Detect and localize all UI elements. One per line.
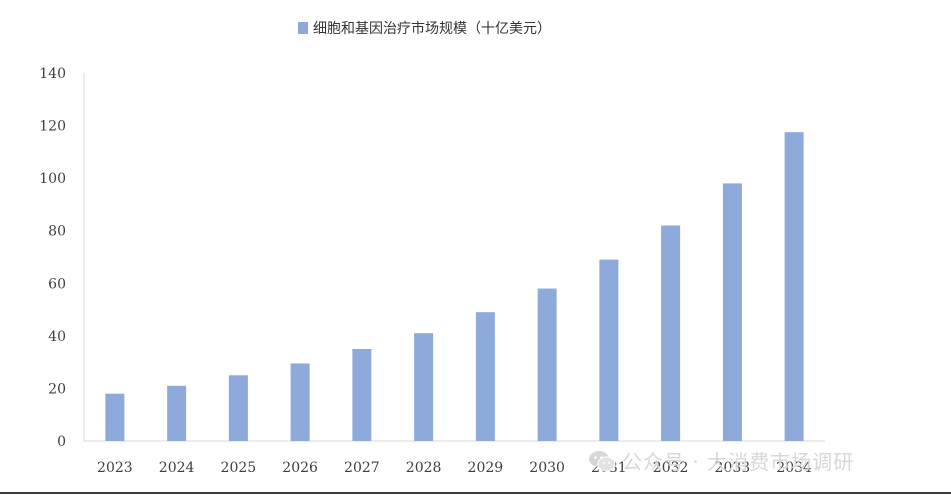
x-tick-label: 2028 — [406, 460, 442, 476]
bar-2029 — [475, 312, 495, 441]
bars-group — [105, 132, 804, 441]
watermark-text: 公众号 · 大消费市场调研 — [622, 450, 855, 474]
bar-2032 — [661, 225, 681, 441]
bar-2026 — [290, 363, 310, 441]
bar-2033 — [722, 183, 742, 441]
y-axis-tick-labels: 0 20 40 60 80 100 120 140 — [39, 66, 66, 450]
wechat-icon — [589, 450, 616, 471]
legend: 细胞和基因治疗市场规模（十亿美元） — [298, 18, 551, 38]
bar-2027 — [352, 349, 372, 441]
x-tick-label: 2025 — [221, 460, 257, 476]
x-tick-label: 2024 — [159, 460, 195, 476]
y-tick-label: 20 — [48, 381, 66, 397]
x-tick-label: 2030 — [529, 460, 565, 476]
bar-2028 — [414, 333, 434, 441]
bar-2034 — [784, 132, 804, 441]
x-tick-label: 2026 — [282, 460, 318, 476]
legend-swatch — [298, 22, 308, 34]
y-tick-label: 140 — [39, 66, 66, 82]
x-tick-label: 2023 — [97, 460, 133, 476]
bar-2031 — [599, 259, 619, 441]
y-tick-label: 120 — [39, 119, 66, 135]
y-tick-label: 0 — [57, 434, 66, 450]
x-axis-tick-labels: 2023202420252026202720282029203020312032… — [97, 460, 812, 476]
x-tick-label: 2027 — [344, 460, 380, 476]
x-tick-label: 2029 — [468, 460, 504, 476]
watermark: 公众号 · 大消费市场调研 — [588, 446, 854, 475]
x-tick-label: 2032 — [653, 460, 689, 476]
bottom-border — [0, 492, 951, 494]
bar-2024 — [167, 385, 187, 441]
bar-2030 — [537, 288, 557, 441]
bar-2025 — [228, 375, 248, 441]
x-tick-label: 2033 — [715, 460, 751, 476]
y-tick-label: 40 — [48, 329, 66, 345]
x-tick-label: 2034 — [776, 460, 812, 476]
y-tick-label: 80 — [48, 224, 66, 240]
y-tick-label: 60 — [48, 276, 66, 292]
legend-label: 细胞和基因治疗市场规模（十亿美元） — [313, 21, 551, 37]
bar-2023 — [105, 393, 125, 441]
y-tick-label: 100 — [39, 171, 66, 187]
